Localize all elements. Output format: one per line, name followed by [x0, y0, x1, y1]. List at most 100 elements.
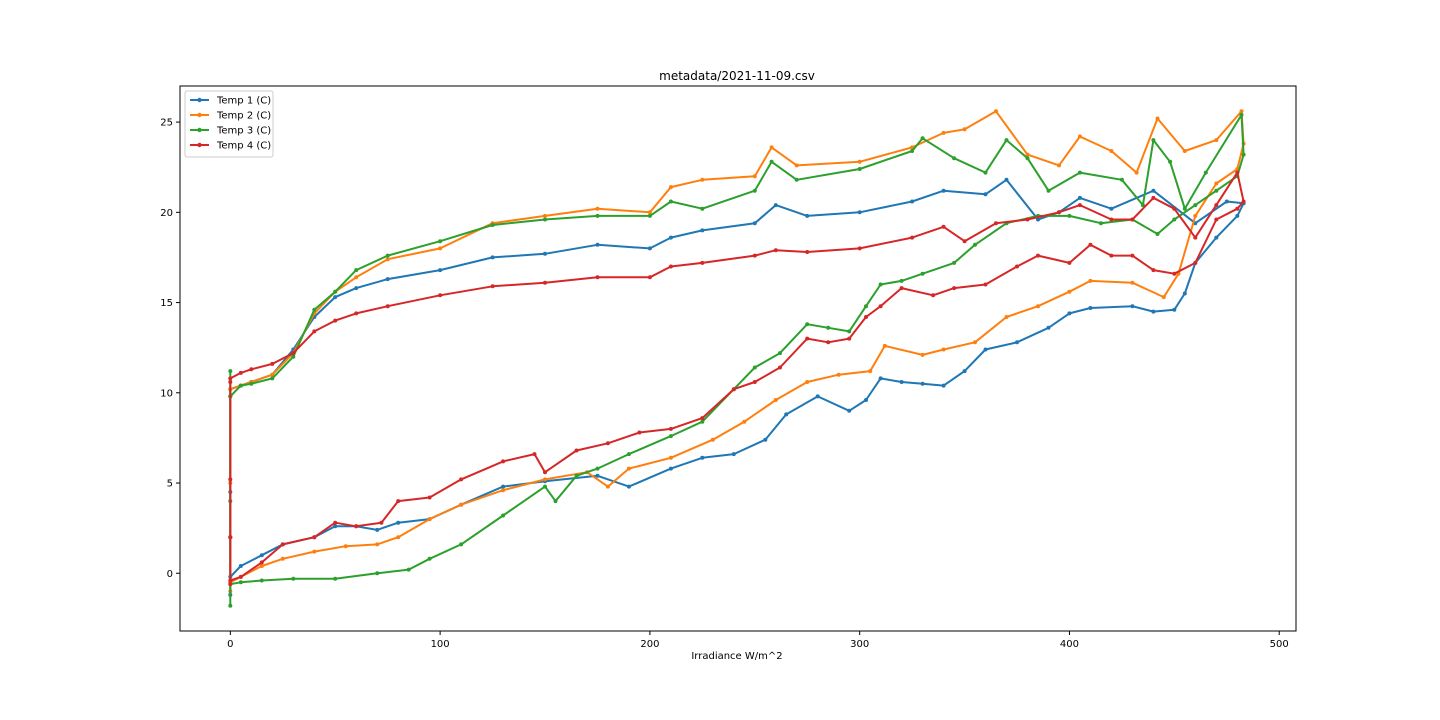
series-3-point	[647, 213, 652, 218]
series-4-point	[1130, 217, 1135, 222]
series-4-point	[605, 441, 610, 446]
series-4-point	[1172, 206, 1177, 211]
series-1-point	[1151, 188, 1156, 193]
series-2-point	[700, 177, 705, 182]
series-3-point	[427, 556, 432, 561]
y-tick-label: 25	[160, 118, 173, 129]
series-2-point	[868, 369, 873, 374]
series-3-point	[459, 542, 464, 547]
series-3-point	[1182, 206, 1187, 211]
series-2-point	[343, 544, 348, 549]
series-4-point	[396, 499, 401, 504]
series-4-point	[826, 340, 831, 345]
series-3-point	[553, 499, 558, 504]
series-3-point	[668, 434, 673, 439]
series-3-point	[249, 381, 254, 386]
series-4-point	[532, 452, 537, 457]
series-4-point	[333, 318, 338, 323]
series-4-point	[773, 248, 778, 253]
series-2-point	[1239, 109, 1244, 114]
series-2-point	[920, 352, 925, 357]
series-1-point	[1214, 235, 1219, 240]
series-2-point	[882, 343, 887, 348]
series-2-point	[459, 502, 464, 507]
series-4-point	[857, 246, 862, 251]
series-1-point	[333, 524, 338, 529]
series-4-point	[312, 329, 317, 334]
series-2-point	[543, 213, 547, 218]
series-4-point	[238, 370, 243, 375]
series-3-point	[574, 473, 579, 478]
series-4-point	[668, 426, 673, 431]
series-2-point	[973, 340, 977, 345]
series-1-point	[910, 199, 915, 204]
series-4-point	[752, 380, 757, 384]
series-1-point	[354, 286, 359, 291]
series-1-point	[438, 268, 443, 273]
series-1-point	[983, 347, 988, 352]
series-1-point	[815, 394, 820, 399]
series-3-point	[826, 325, 831, 330]
series-4-point	[379, 520, 384, 525]
series-4-point	[459, 477, 464, 482]
series-4-point	[228, 477, 233, 482]
series-1-point	[1130, 304, 1135, 309]
x-tick-label: 400	[1060, 639, 1079, 650]
series-4-point	[1109, 217, 1114, 222]
series-1-point	[647, 246, 652, 251]
series-2-point	[1182, 149, 1187, 153]
series-1-point	[941, 188, 946, 193]
series-1-point	[784, 412, 789, 417]
series-3-point	[1004, 138, 1009, 143]
series-4-point	[1077, 203, 1082, 208]
series-3-point	[1151, 138, 1156, 143]
series-1-point	[700, 455, 705, 460]
series-4	[228, 170, 1246, 587]
series-4-point	[595, 275, 600, 280]
series-1-point	[501, 484, 506, 489]
legend-swatch-marker	[197, 142, 202, 148]
series-3-point	[1155, 232, 1160, 236]
series-4-point	[259, 560, 264, 565]
series-1-point	[1088, 306, 1093, 310]
series-1-line	[229, 178, 1245, 596]
series-3-point	[847, 329, 852, 334]
series-4-point	[1235, 170, 1240, 175]
series-1-point	[899, 380, 904, 384]
series-2-point	[626, 466, 631, 471]
series-4-point	[228, 376, 233, 381]
series-1-point	[543, 251, 547, 256]
series-3-point	[952, 260, 957, 265]
series-1-point	[385, 277, 390, 282]
legend-swatch-marker	[197, 97, 202, 103]
series-2-point	[270, 372, 275, 377]
series-4-point	[228, 578, 233, 583]
series-4-point	[1151, 195, 1156, 200]
series-4-point	[354, 311, 359, 316]
series-3-point	[952, 156, 957, 161]
series-4-point	[1067, 260, 1072, 265]
y-tick-label: 15	[160, 298, 173, 309]
series-2-point	[259, 564, 264, 568]
series-4-point	[490, 284, 495, 289]
series-2-point	[710, 437, 715, 442]
series-2-point	[427, 517, 432, 522]
series-3-point	[595, 466, 600, 471]
series-4-point	[291, 351, 296, 356]
series-3-point	[354, 268, 359, 273]
series-2-point	[1088, 278, 1093, 283]
series-1-point	[259, 553, 264, 558]
series-1-point	[920, 381, 925, 386]
legend: Temp 1 (C) Temp 2 (C) Temp 3 (C) Temp 4 (C)	[184, 90, 274, 158]
series-1-point	[668, 235, 673, 240]
series-1-point	[1172, 307, 1177, 312]
series-2-point	[1004, 315, 1009, 319]
series-1-point	[1182, 291, 1187, 296]
series-3-point	[259, 578, 264, 583]
series-3-point	[769, 159, 774, 164]
series-3-point	[333, 576, 338, 581]
series-2-point	[857, 159, 862, 164]
series-1-point	[857, 210, 862, 215]
series-4-point	[1015, 264, 1019, 269]
series-3-point	[333, 289, 338, 294]
